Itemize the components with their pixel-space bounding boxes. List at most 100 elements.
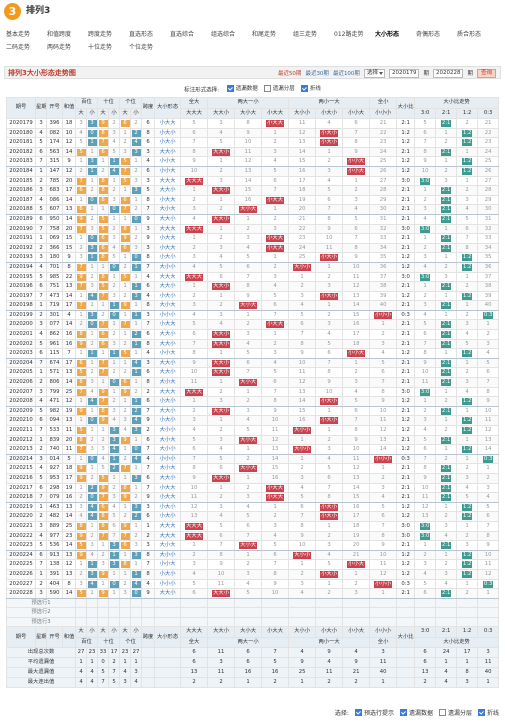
nav-tab[interactable]: 二码走势 xyxy=(6,44,31,51)
nav-tab[interactable]: 组选综合 xyxy=(211,31,236,38)
preselect-cell[interactable] xyxy=(85,616,99,628)
checkbox[interactable] xyxy=(263,84,271,92)
checkbox-option[interactable]: 折线 xyxy=(300,84,321,92)
preselect-cell[interactable] xyxy=(119,597,132,609)
preselect-cell[interactable] xyxy=(207,597,236,609)
preselect-cell[interactable] xyxy=(396,597,416,609)
preselect-cell[interactable] xyxy=(207,616,236,628)
preselect-cell[interactable] xyxy=(435,597,458,609)
checkbox[interactable] xyxy=(477,709,485,716)
preselect-cell[interactable] xyxy=(141,597,156,609)
nav-tab[interactable]: 十位走势 xyxy=(88,44,113,51)
preselect-cell[interactable] xyxy=(180,607,209,618)
preselect-cell[interactable] xyxy=(315,616,344,628)
preselect-cell[interactable] xyxy=(97,607,110,618)
checkbox-option[interactable]: 遗漏分层 xyxy=(438,708,472,717)
nav-tab[interactable]: 和尾走势 xyxy=(252,31,277,38)
nav-tab[interactable]: 直选综合 xyxy=(170,31,195,38)
preselect-cell[interactable] xyxy=(288,607,317,618)
preselect-cell[interactable] xyxy=(342,616,371,628)
nav-tab[interactable]: 组三走势 xyxy=(293,31,318,38)
preselect-cell[interactable] xyxy=(180,597,209,609)
preselect-cell[interactable] xyxy=(130,616,143,628)
preselect-cell[interactable] xyxy=(261,607,290,618)
preselect-cell[interactable] xyxy=(154,597,182,609)
preselect-cell[interactable] xyxy=(477,607,500,618)
preselect-cell[interactable] xyxy=(154,607,182,618)
checkbox-option[interactable]: 遗漏数据 xyxy=(399,708,433,717)
preselect-cell[interactable] xyxy=(414,607,437,618)
preselect-cell[interactable] xyxy=(180,616,209,628)
preselect-cell[interactable] xyxy=(234,607,263,618)
checkbox[interactable] xyxy=(226,84,234,92)
preselect-cell[interactable] xyxy=(456,597,479,609)
preselect-cell[interactable] xyxy=(75,597,87,609)
preselect-cell[interactable] xyxy=(108,616,121,628)
query-button[interactable]: 查询 xyxy=(476,68,496,78)
preselect-cell[interactable] xyxy=(414,616,437,628)
nav-tab[interactable]: 奇偶形态 xyxy=(416,31,441,38)
preselect-cell[interactable] xyxy=(342,607,371,618)
preselect-cell[interactable] xyxy=(130,597,143,609)
checkbox-option[interactable]: 遗漏分层 xyxy=(263,84,295,92)
preselect-cell[interactable] xyxy=(369,607,398,618)
period-link[interactable]: 最近100期 xyxy=(332,71,360,77)
preselect-cell[interactable] xyxy=(288,616,317,628)
preselect-cell[interactable] xyxy=(97,597,110,609)
checkbox-option[interactable]: 折线 xyxy=(477,708,499,717)
preselect-cell[interactable] xyxy=(119,616,132,628)
preselect-cell[interactable] xyxy=(369,616,398,628)
preselect-cell[interactable] xyxy=(342,597,371,609)
checkbox[interactable] xyxy=(438,709,446,716)
select[interactable]: 选择 xyxy=(363,68,385,78)
preselect-cell[interactable] xyxy=(97,616,110,628)
period-input[interactable]: 2020228 xyxy=(432,68,464,78)
period-link[interactable]: 最近50期 xyxy=(277,71,302,77)
preselect-cell[interactable] xyxy=(414,597,437,609)
preselect-cell[interactable] xyxy=(315,597,344,609)
nav-tab[interactable]: 质合形态 xyxy=(457,31,482,38)
checkbox-option[interactable]: 预选行提示 xyxy=(354,708,394,717)
preselect-cell[interactable] xyxy=(141,616,156,628)
preselect-cell[interactable] xyxy=(234,597,263,609)
preselect-cell[interactable] xyxy=(261,616,290,628)
preselect-cell[interactable] xyxy=(85,597,99,609)
checkbox[interactable] xyxy=(399,709,407,716)
preselect-cell[interactable] xyxy=(477,597,500,609)
preselect-cell[interactable] xyxy=(75,616,87,628)
nav-tab[interactable]: 和值跨度 xyxy=(47,31,72,38)
nav-tab[interactable]: 012路走势 xyxy=(334,31,364,38)
nav-tab[interactable]: 个位走势 xyxy=(129,44,154,51)
checkbox[interactable] xyxy=(354,709,362,716)
preselect-cell[interactable] xyxy=(234,616,263,628)
preselect-cell[interactable] xyxy=(396,607,416,618)
preselect-cell[interactable] xyxy=(108,607,121,618)
preselect-cell[interactable] xyxy=(75,607,87,618)
nav-tab[interactable]: 大小形态 xyxy=(375,31,400,38)
preselect-cell[interactable] xyxy=(154,616,182,628)
preselect-cell[interactable] xyxy=(261,597,290,609)
preselect-cell[interactable] xyxy=(369,597,398,609)
preselect-cell[interactable] xyxy=(435,607,458,618)
preselect-cell[interactable] xyxy=(456,607,479,618)
nav-tab[interactable]: 基本走势 xyxy=(6,31,31,38)
preselect-cell[interactable] xyxy=(288,597,317,609)
period-input[interactable]: 2020179 xyxy=(388,68,420,78)
preselect-cell[interactable] xyxy=(141,607,156,618)
preselect-cell[interactable] xyxy=(207,607,236,618)
preselect-cell[interactable] xyxy=(315,607,344,618)
checkbox[interactable] xyxy=(300,84,308,92)
nav-tab[interactable]: 直选形态 xyxy=(129,31,154,38)
preselect-cell[interactable] xyxy=(108,597,121,609)
preselect-cell[interactable] xyxy=(119,607,132,618)
checkbox-option[interactable]: 遗漏数据 xyxy=(226,84,258,92)
nav-tab[interactable]: 跨度走势 xyxy=(88,31,113,38)
preselect-cell[interactable] xyxy=(396,616,416,628)
nav-tab[interactable]: 两码走势 xyxy=(47,44,72,51)
preselect-cell[interactable] xyxy=(130,607,143,618)
preselect-cell[interactable] xyxy=(456,616,479,628)
preselect-cell[interactable] xyxy=(477,616,500,628)
preselect-cell[interactable] xyxy=(435,616,458,628)
period-link[interactable]: 最近30期 xyxy=(305,71,329,77)
preselect-cell[interactable] xyxy=(85,607,99,618)
